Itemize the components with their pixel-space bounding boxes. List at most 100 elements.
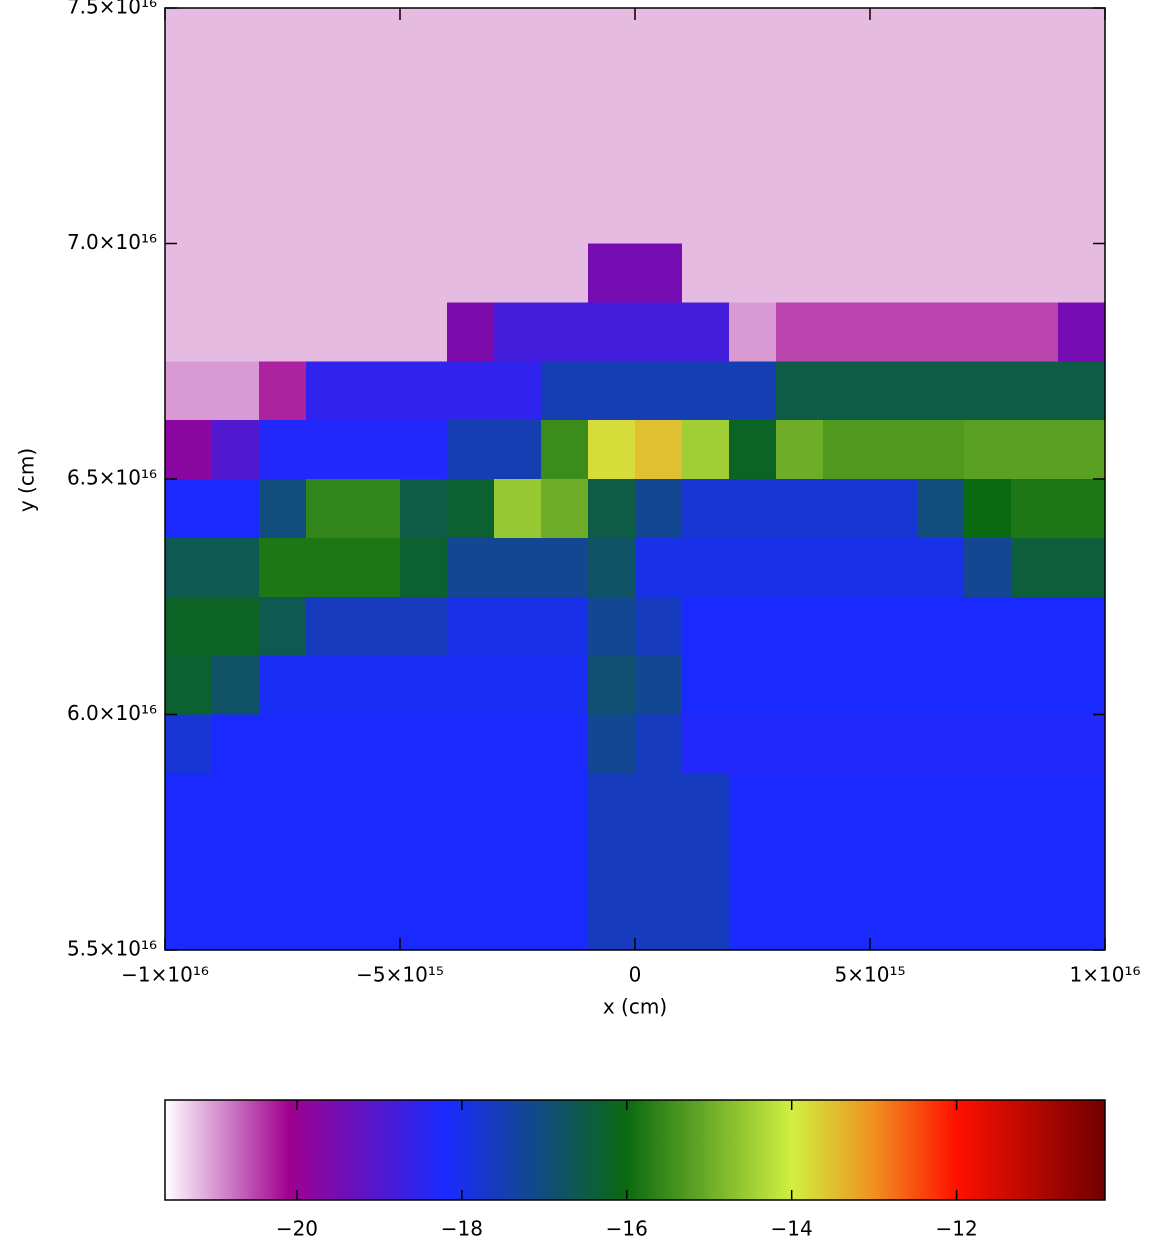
heatmap-cell [729,714,777,774]
heatmap-cell [588,243,636,303]
heatmap-cell [306,537,354,598]
heatmap-cell [635,125,683,186]
heatmap-cell [823,361,871,421]
heatmap-cell [165,891,213,951]
heatmap-cell [870,184,918,244]
heatmap-cell [776,243,824,303]
heatmap-cell [870,243,918,303]
heatmap-cell [447,302,495,362]
x-axis-label: x (cm) [603,995,667,1019]
heatmap-cell [870,8,918,68]
heatmap-cell [353,773,401,833]
heatmap-cell [635,773,683,833]
heatmap-cell [729,361,777,421]
heatmap-cell [776,832,824,892]
heatmap-cell [588,714,636,774]
heatmap-cell [541,773,589,833]
heatmap-cell [964,361,1012,421]
heatmap-cell [212,773,260,833]
heatmap [165,8,1106,951]
heatmap-cell [494,243,542,303]
heatmap-cell [1058,125,1106,186]
heatmap-cell [400,8,448,68]
heatmap-cell [212,125,260,186]
heatmap-cell [447,596,495,657]
heatmap-cell [447,891,495,951]
heatmap-cell [1011,125,1059,186]
heatmap-cell [212,66,260,127]
x-tick-label: 1×10¹⁶ [1070,963,1141,987]
heatmap-cell [682,302,730,362]
heatmap-cell [1011,420,1059,480]
heatmap-cell [165,302,213,362]
heatmap-cell [541,714,589,774]
heatmap-cell [1058,832,1106,892]
heatmap-cell [306,714,354,774]
heatmap-cell [306,184,354,244]
heatmap-cell [165,714,213,774]
heatmap-cell [964,66,1012,127]
heatmap-cell [729,596,777,657]
heatmap-cell [823,479,871,539]
heatmap-cell [588,537,636,598]
heatmap-cell [729,66,777,127]
heatmap-cell [1058,8,1106,68]
heatmap-cell [823,832,871,892]
heatmap-cell [259,243,307,303]
heatmap-cell [306,655,354,715]
heatmap-cell [964,420,1012,480]
heatmap-cell [1058,596,1106,657]
heatmap-cell [917,714,965,774]
heatmap-cell [494,420,542,480]
heatmap-cell [400,773,448,833]
heatmap-cell [400,66,448,127]
heatmap-cell [1058,773,1106,833]
heatmap-cell [353,361,401,421]
heatmap-cell [1058,537,1106,598]
heatmap-cell [682,420,730,480]
heatmap-cell [306,420,354,480]
heatmap-cell [588,184,636,244]
heatmap-cell [400,361,448,421]
heatmap-cell [870,479,918,539]
heatmap-cell [823,655,871,715]
x-tick-label: −5×10¹⁵ [356,963,444,987]
heatmap-cell [682,361,730,421]
heatmap-cell [917,243,965,303]
x-tick-label: 5×10¹⁵ [835,963,906,987]
heatmap-cell [212,891,260,951]
heatmap-cell [1011,773,1059,833]
heatmap-cell [353,714,401,774]
heatmap-cell [588,479,636,539]
heatmap-cell [635,832,683,892]
heatmap-cell [400,420,448,480]
heatmap-cell [306,8,354,68]
heatmap-cell [964,773,1012,833]
heatmap-cell [400,184,448,244]
heatmap-cell [353,420,401,480]
heatmap-cell [447,832,495,892]
heatmap-cell [682,243,730,303]
heatmap-cell [917,361,965,421]
heatmap-cell [494,184,542,244]
heatmap-cell [400,243,448,303]
heatmap-cell [729,832,777,892]
heatmap-cell [494,655,542,715]
heatmap-cell [447,125,495,186]
heatmap-cell [1058,420,1106,480]
heatmap-cell [494,8,542,68]
heatmap-cell [776,773,824,833]
heatmap-cell [541,184,589,244]
heatmap-cell [400,655,448,715]
heatmap-cell [447,773,495,833]
heatmap-cell [870,655,918,715]
heatmap-cell [1058,361,1106,421]
heatmap-cell [306,243,354,303]
heatmap-cell [353,891,401,951]
heatmap-cell [212,8,260,68]
heatmap-cell [823,66,871,127]
heatmap-cell [259,832,307,892]
heatmap-cell [823,420,871,480]
heatmap-cell [682,655,730,715]
heatmap-cell [635,184,683,244]
